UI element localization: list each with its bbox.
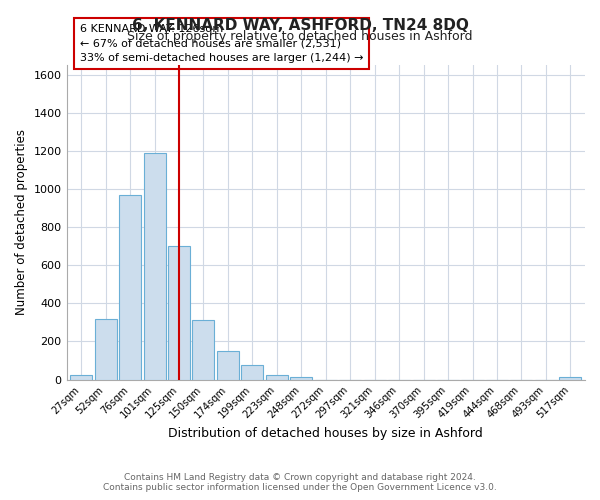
Bar [70, 375, 92, 380]
Bar [241, 366, 263, 380]
Text: 6 KENNARD WAY: 126sqm
← 67% of detached houses are smaller (2,531)
33% of semi-d: 6 KENNARD WAY: 126sqm ← 67% of detached … [80, 24, 363, 64]
Bar [193, 320, 214, 380]
Text: Size of property relative to detached houses in Ashford: Size of property relative to detached ho… [127, 30, 473, 43]
Bar [168, 246, 190, 380]
Bar [119, 194, 141, 380]
Text: 6, KENNARD WAY, ASHFORD, TN24 8DQ: 6, KENNARD WAY, ASHFORD, TN24 8DQ [131, 18, 469, 32]
Y-axis label: Number of detached properties: Number of detached properties [15, 130, 28, 316]
Bar [266, 375, 288, 380]
Bar [559, 376, 581, 380]
Bar [143, 152, 166, 380]
Text: Contains HM Land Registry data © Crown copyright and database right 2024.
Contai: Contains HM Land Registry data © Crown c… [103, 473, 497, 492]
Bar [95, 318, 116, 380]
Bar [217, 351, 239, 380]
Bar [290, 376, 313, 380]
X-axis label: Distribution of detached houses by size in Ashford: Distribution of detached houses by size … [169, 427, 483, 440]
